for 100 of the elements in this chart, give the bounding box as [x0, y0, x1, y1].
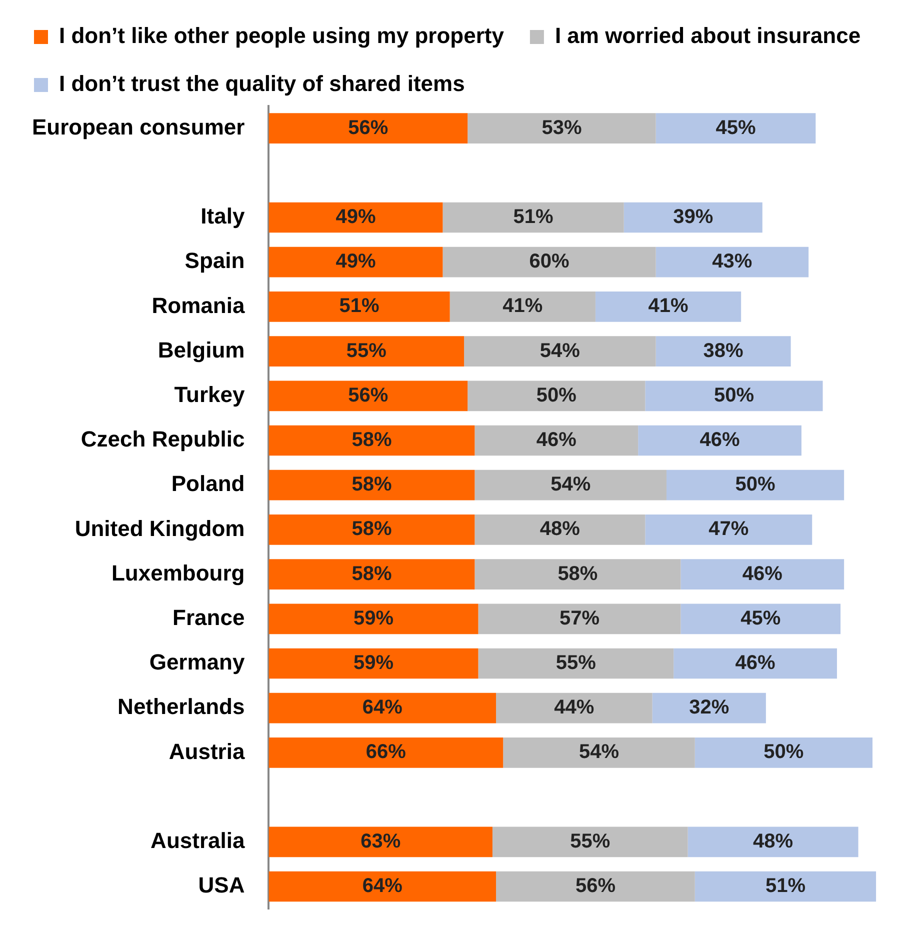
bar: [268, 336, 464, 366]
data-label: 63%: [360, 830, 401, 852]
data-label: 60%: [529, 250, 570, 273]
legend-label: I don’t trust the quality of shared items: [59, 71, 465, 96]
data-label: 46%: [536, 429, 577, 452]
bar: [268, 604, 478, 634]
bar: [268, 826, 492, 858]
bar: [638, 425, 802, 456]
y-tick-label: USA: [198, 872, 245, 898]
y-tick-label: Czech Republic: [80, 426, 245, 452]
bar: [624, 202, 762, 233]
data-label: 38%: [703, 340, 744, 362]
y-tick-label: Germany: [149, 650, 246, 675]
bar: [645, 380, 823, 412]
bar: [268, 202, 443, 233]
data-label: 32%: [689, 696, 730, 719]
y-tick-label: Luxembourg: [111, 560, 245, 586]
data-label: 50%: [764, 741, 804, 764]
bar: [694, 738, 872, 768]
data-label: 48%: [753, 830, 794, 852]
data-label: 59%: [353, 607, 394, 630]
bar: [268, 113, 468, 144]
data-label: 56%: [348, 116, 388, 139]
bar: [694, 871, 876, 902]
data-label: 58%: [352, 562, 392, 585]
y-tick-label: Italy: [200, 204, 246, 229]
data-label: 57%: [559, 607, 600, 630]
bar: [478, 604, 681, 634]
legend-label: I am worried about insurance: [554, 23, 861, 48]
data-label: 39%: [673, 206, 714, 228]
data-label: 58%: [558, 562, 598, 585]
data-label: 55%: [570, 830, 610, 852]
data-label: 47%: [708, 518, 749, 540]
data-label: 58%: [352, 429, 392, 452]
bar: [442, 246, 656, 278]
bar: [474, 470, 666, 500]
data-label: 54%: [578, 741, 620, 764]
bar: [492, 826, 688, 858]
data-label: 43%: [712, 250, 752, 273]
data-label: 58%: [352, 474, 392, 496]
bar: [268, 648, 478, 679]
bar: [268, 380, 468, 412]
data-label: 46%: [742, 562, 783, 585]
y-tick-label: Turkey: [174, 382, 246, 407]
data-label: 41%: [648, 295, 688, 318]
bar: [474, 514, 646, 545]
bar: [645, 514, 812, 545]
y-tick-label: Netherlands: [118, 694, 245, 720]
bar: [474, 425, 638, 456]
bar: [503, 738, 695, 768]
data-label: 54%: [540, 340, 580, 362]
bar: [468, 113, 656, 144]
y-tick-label: United Kingdom: [74, 516, 245, 541]
data-label: 51%: [339, 295, 380, 318]
y-tick-label: Poland: [171, 471, 245, 496]
bar: [268, 692, 496, 724]
bar: [688, 826, 858, 858]
data-label: 51%: [765, 875, 806, 898]
data-label: 64%: [362, 875, 403, 898]
legend-label: I don’t like other people using my property: [59, 23, 505, 48]
bar: [268, 559, 475, 590]
data-label: 55%: [346, 340, 387, 362]
y-tick-label: Australia: [150, 828, 246, 853]
data-label: 50%: [735, 474, 776, 496]
bar: [468, 380, 646, 412]
y-tick-label: Belgium: [158, 337, 245, 362]
bar: [656, 113, 816, 144]
y-tick-label: Romania: [152, 292, 246, 318]
data-label: 56%: [575, 875, 616, 898]
data-label: 48%: [540, 518, 580, 540]
bar: [656, 246, 809, 278]
bar: [268, 871, 496, 902]
bar: [450, 292, 596, 322]
bar: [464, 336, 656, 366]
data-label: 46%: [700, 429, 740, 452]
y-tick-label: European consumer: [32, 114, 246, 140]
data-label: 66%: [366, 741, 406, 764]
data-label: 45%: [716, 116, 756, 139]
bar: [442, 202, 624, 233]
data-label: 54%: [550, 474, 591, 496]
data-label: 64%: [362, 696, 403, 719]
data-label: 44%: [554, 696, 594, 719]
bar: [478, 648, 674, 679]
data-label: 51%: [513, 206, 554, 228]
bar: [680, 559, 844, 590]
data-label: 58%: [352, 518, 392, 540]
bar: [652, 692, 766, 724]
y-tick-label: Austria: [168, 738, 246, 764]
bar: [674, 648, 837, 679]
bar: [666, 470, 844, 500]
bar: [496, 871, 695, 902]
bar: [268, 738, 504, 768]
bar: [680, 604, 841, 634]
bar: [496, 692, 652, 724]
data-label: 45%: [740, 607, 781, 630]
data-label: 53%: [542, 116, 582, 139]
data-label: 50%: [714, 384, 754, 406]
data-label: 49%: [336, 206, 376, 228]
bar: [595, 292, 742, 322]
data-label: 55%: [556, 652, 596, 674]
